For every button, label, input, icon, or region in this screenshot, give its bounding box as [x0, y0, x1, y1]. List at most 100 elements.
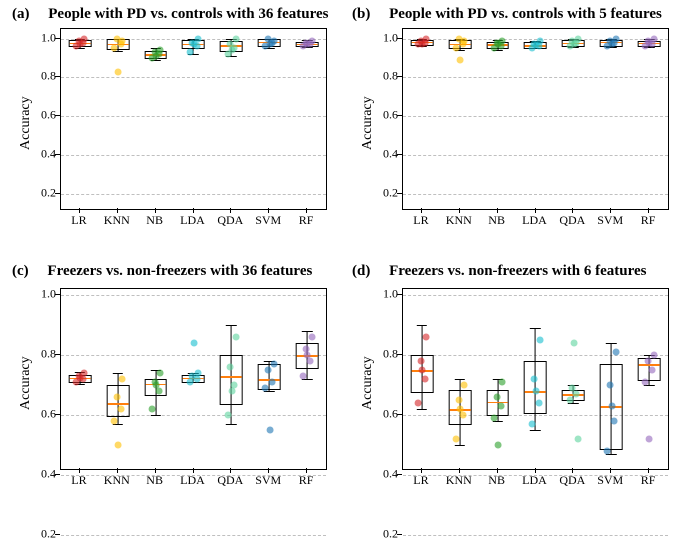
data-point [537, 337, 544, 344]
data-point [453, 45, 460, 52]
whisker-cap [454, 445, 465, 446]
ytick-label: 1.0 [28, 30, 56, 45]
ytick-label: 0.4 [28, 146, 56, 161]
boxplot-lda [517, 29, 555, 209]
ytick-label: 0.6 [28, 407, 56, 422]
plot-area-a [60, 28, 327, 210]
panel-tag-b: (b) [352, 6, 370, 22]
data-point [490, 415, 497, 422]
xtick-label: RF [641, 213, 656, 228]
xtick-mark [268, 468, 269, 473]
data-point [117, 406, 124, 413]
xtick-mark [648, 208, 649, 213]
data-point [566, 397, 573, 404]
data-point [224, 412, 231, 419]
boxplot-rf [630, 289, 668, 469]
data-point [574, 436, 581, 443]
whisker-cap [302, 331, 313, 332]
panel-title-d: (d) Freezers vs. non-freezers with 6 fea… [352, 263, 647, 280]
ytick-mark [397, 154, 402, 155]
data-point [495, 41, 502, 48]
boxplot-knn [99, 289, 137, 469]
ytick-label: 0.4 [370, 467, 398, 482]
ytick-mark [55, 115, 60, 116]
xtick-label: KNN [446, 213, 472, 228]
gridline [61, 535, 326, 536]
data-point [499, 379, 506, 386]
ylabel-b: Accuracy [360, 96, 376, 150]
ytick-label: 0.2 [370, 527, 398, 542]
boxplot-lda [175, 29, 213, 209]
data-point [607, 382, 614, 389]
ytick-mark [55, 534, 60, 535]
data-point [195, 370, 202, 377]
data-point [232, 334, 239, 341]
ytick-mark [397, 76, 402, 77]
data-point [642, 379, 649, 386]
xtick-label: NB [146, 473, 163, 488]
boxplot-svm [592, 289, 630, 469]
xtick-label: LR [413, 213, 428, 228]
boxplot-nb [479, 29, 517, 209]
boxplot-lda [175, 289, 213, 469]
boxplot-lr [403, 289, 441, 469]
xtick-mark [648, 468, 649, 473]
xtick-label: LDA [522, 473, 547, 488]
boxplot-svm [250, 289, 288, 469]
ytick-mark [55, 193, 60, 194]
data-point [532, 42, 539, 49]
data-point [646, 39, 653, 46]
xtick-label: NB [488, 213, 505, 228]
data-point [228, 47, 235, 54]
data-point [190, 41, 197, 48]
boxplot-svm [250, 29, 288, 209]
box [220, 355, 243, 405]
data-point [153, 382, 160, 389]
data-point [115, 442, 122, 449]
xtick-mark [306, 468, 307, 473]
ytick-mark [397, 294, 402, 295]
ytick-mark [397, 38, 402, 39]
data-point [153, 53, 160, 60]
data-point [415, 400, 422, 407]
panel-title-text-b: People with PD vs. controls with 5 featu… [385, 6, 662, 22]
xtick-mark [155, 468, 156, 473]
data-point [423, 334, 430, 341]
xtick-label: LDA [522, 213, 547, 228]
boxplot-qda [212, 289, 250, 469]
figure-root: (a) People with PD vs. controls with 36 … [0, 0, 685, 500]
xtick-mark [79, 208, 80, 213]
ylabel-d: Accuracy [360, 356, 376, 410]
xtick-label: LR [71, 473, 86, 488]
data-point [608, 403, 615, 410]
ytick-mark [55, 474, 60, 475]
data-point [528, 421, 535, 428]
ylabel-c: Accuracy [18, 356, 34, 410]
data-point [461, 382, 468, 389]
xtick-mark [79, 468, 80, 473]
data-point [77, 374, 84, 381]
data-point [612, 349, 619, 356]
panel-title-c: (c) Freezers vs. non-freezers with 36 fe… [12, 263, 312, 280]
xtick-mark [497, 468, 498, 473]
ytick-mark [397, 534, 402, 535]
xtick-label: RF [641, 473, 656, 488]
boxplot-lr [403, 29, 441, 209]
ytick-mark [55, 354, 60, 355]
ytick-mark [55, 414, 60, 415]
data-point [493, 394, 500, 401]
xtick-label: SVM [255, 473, 281, 488]
data-point [304, 352, 311, 359]
box [106, 385, 129, 417]
data-point [157, 370, 164, 377]
whisker-cap [112, 373, 123, 374]
ytick-label: 1.0 [370, 287, 398, 302]
xtick-label: QDA [217, 473, 243, 488]
data-point [570, 340, 577, 347]
xtick-label: QDA [559, 213, 585, 228]
ytick-label: 0.6 [370, 108, 398, 123]
boxplot-qda [554, 289, 592, 469]
xtick-mark [155, 208, 156, 213]
panel-title-a: (a) People with PD vs. controls with 36 … [12, 6, 329, 23]
ytick-mark [397, 115, 402, 116]
